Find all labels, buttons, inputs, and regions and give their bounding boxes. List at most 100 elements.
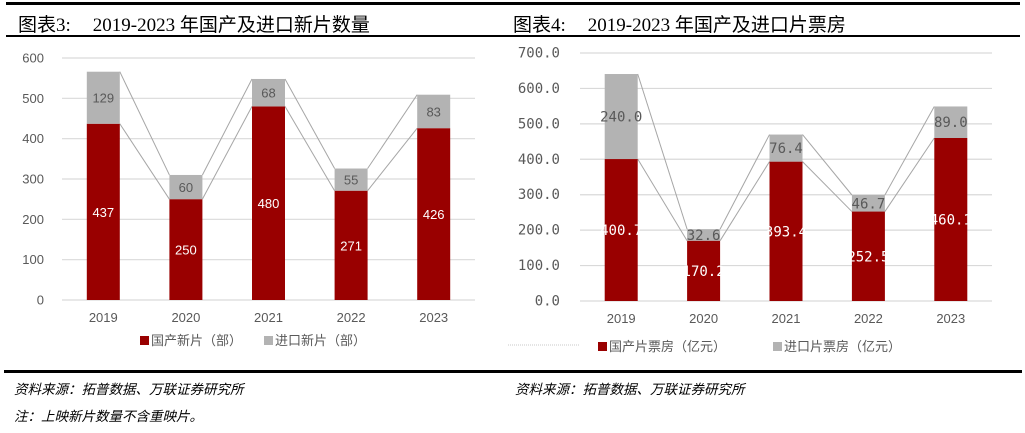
bar-domestic (417, 128, 451, 300)
series-connector-imported (637, 73, 688, 230)
legend-label-domestic: 国产片票房（亿元） (609, 339, 726, 355)
series-connector-domestic (802, 161, 853, 212)
y-tick-label: 100 (22, 252, 44, 267)
data-label-imported: 60 (179, 180, 193, 195)
x-tick-label: 2023 (936, 311, 965, 326)
x-tick-label: 2023 (419, 310, 448, 325)
x-tick-label: 2022 (337, 310, 366, 325)
chart4-title-bottom-rule (508, 35, 1020, 37)
series-connector-imported (284, 78, 336, 169)
y-tick-label: 400 (22, 131, 44, 146)
y-tick-label: 100.0 (518, 258, 560, 274)
legend-swatch-domestic (598, 342, 607, 351)
chart4-source: 资料来源：拓普数据、万联证券研究所 (515, 382, 745, 398)
x-tick-label: 2020 (689, 311, 718, 326)
y-tick-label: 500 (22, 91, 44, 106)
bar-imported (687, 229, 721, 241)
bar-domestic (86, 123, 120, 300)
data-label-domestic: 480 (258, 196, 280, 211)
series-connector-domestic (367, 127, 418, 192)
x-tick-label: 2021 (772, 311, 801, 326)
x-tick-label: 2020 (171, 310, 200, 325)
bar-domestic (604, 159, 638, 301)
legend-label-imported: 进口新片（部） (275, 333, 366, 349)
bar-domestic (252, 106, 285, 301)
series-connector-domestic (884, 137, 935, 212)
series-connector-domestic (119, 123, 170, 200)
data-label-imported: 76.4 (769, 141, 803, 157)
data-label-imported: 89.0 (934, 115, 968, 131)
data-label-domestic: 252.5 (847, 249, 889, 265)
data-label-imported: 55 (344, 173, 358, 188)
bar-imported (334, 168, 368, 191)
series-connector-domestic (201, 106, 253, 200)
data-label-domestic: 271 (340, 238, 362, 253)
y-tick-label: 0.0 (535, 294, 560, 310)
bar-domestic (334, 190, 368, 300)
footer-rule (4, 370, 1022, 373)
legend-label-domestic: 国产新片（部） (151, 333, 242, 349)
data-label-domestic: 170.2 (683, 264, 725, 280)
bar-domestic (687, 240, 721, 301)
chart4-title: 图表4: 2019-2023 年国产及进口片票房 (513, 10, 846, 37)
y-tick-label: 400.0 (518, 152, 560, 168)
series-connector-imported (367, 94, 418, 169)
y-tick-label: 200 (22, 212, 44, 227)
bar-imported (851, 194, 885, 212)
y-tick-label: 200.0 (518, 223, 560, 239)
legend-label-imported: 进口片票房（亿元） (784, 339, 901, 355)
legend-swatch-imported (773, 342, 782, 351)
y-tick-label: 300 (22, 172, 44, 187)
bar-domestic (934, 137, 968, 301)
data-label-domestic: 460.1 (930, 212, 972, 228)
bar-imported (169, 174, 203, 200)
y-tick-label: 0 (37, 293, 44, 308)
chart4-plot: 0.0 100.0 200.0 300.0 400.0 500.0 600.0 700.0 40… (518, 46, 992, 355)
chart3-title-bottom-rule (6, 35, 512, 37)
x-tick-label: 2022 (854, 311, 883, 326)
chart3-title-top-rule (6, 2, 512, 5)
x-tick-label: 2019 (89, 310, 118, 325)
series-connector-imported (884, 106, 935, 196)
legend-swatch-imported (264, 336, 273, 345)
bar-imported (417, 94, 451, 129)
bar-domestic (169, 199, 203, 300)
chart3-plot: 0 100 200 300 400 500 600 437 129 2019 250 60 2020 48… (22, 51, 475, 349)
data-label-domestic: 400.7 (600, 223, 642, 239)
bar-imported (934, 106, 968, 138)
series-connector-imported (119, 71, 170, 176)
bar-imported (252, 78, 285, 107)
y-tick-label: 300.0 (518, 187, 560, 203)
chart4-title-top-rule (508, 2, 1020, 5)
bar-imported (604, 74, 638, 160)
bar-domestic (851, 211, 885, 301)
data-label-imported: 68 (261, 86, 275, 101)
chart3-note: 注：上映新片数量不含重映片。 (14, 409, 203, 425)
bar-domestic (769, 161, 803, 301)
y-tick-label: 600.0 (518, 81, 560, 97)
series-connector-imported (719, 134, 770, 230)
chart3-figure-label: 图表3: (18, 15, 71, 36)
chart4-title-text: 2019-2023 年国产及进口片票房 (587, 15, 846, 36)
data-label-imported: 46.7 (852, 196, 886, 212)
series-connector-imported (802, 134, 853, 196)
data-label-imported: 83 (426, 104, 440, 119)
data-label-domestic: 437 (92, 205, 114, 220)
chart3-title: 图表3: 2019-2023 年国产及进口新片数量 (18, 10, 370, 37)
legend-swatch-domestic (140, 336, 149, 345)
x-tick-label: 2021 (254, 310, 283, 325)
x-tick-label: 2019 (607, 311, 636, 326)
data-label-domestic: 393.4 (765, 224, 807, 240)
data-label-imported: 32.6 (687, 228, 721, 244)
chart3-title-text: 2019-2023 年国产及进口新片数量 (92, 15, 370, 36)
bar-imported (769, 134, 803, 162)
y-tick-label: 600 (22, 51, 44, 66)
y-tick-label: 500.0 (518, 116, 560, 132)
data-label-domestic: 426 (423, 207, 445, 222)
data-label-imported: 240.0 (600, 110, 642, 126)
series-connector-domestic (284, 106, 336, 191)
chart3-source: 资料来源：拓普数据、万联证券研究所 (14, 382, 244, 398)
chart4-figure-label: 图表4: (513, 15, 566, 36)
bar-imported (86, 71, 120, 124)
series-connector-domestic (637, 158, 688, 241)
